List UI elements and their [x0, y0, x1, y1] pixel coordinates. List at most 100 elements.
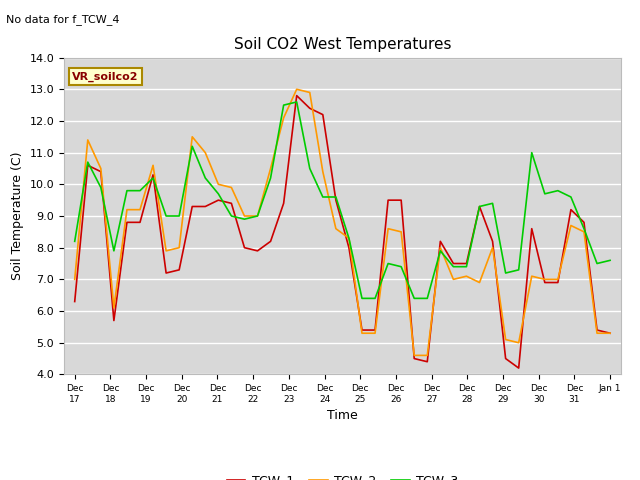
- TCW_1: [280, 201, 287, 206]
- Line: TCW_2: TCW_2: [75, 89, 610, 355]
- TCW_2: [214, 181, 222, 187]
- TCW_1: [463, 261, 470, 266]
- Line: TCW_1: TCW_1: [75, 96, 610, 368]
- TCW_1: [528, 226, 536, 231]
- TCW_3: [567, 194, 575, 200]
- TCW_3: [371, 296, 379, 301]
- TCW_1: [228, 201, 236, 206]
- TCW_2: [528, 273, 536, 279]
- TCW_3: [163, 213, 170, 219]
- TCW_1: [241, 245, 248, 251]
- TCW_1: [253, 248, 261, 254]
- TCW_1: [123, 219, 131, 225]
- TCW_3: [123, 188, 131, 193]
- TCW_3: [528, 150, 536, 156]
- TCW_1: [149, 172, 157, 178]
- TCW_1: [489, 239, 497, 244]
- TCW_3: [202, 175, 209, 181]
- TCW_1: [476, 204, 483, 209]
- X-axis label: Time: Time: [327, 409, 358, 422]
- TCW_2: [241, 213, 248, 219]
- TCW_1: [397, 197, 405, 203]
- TCW_1: [267, 239, 275, 244]
- TCW_1: [580, 219, 588, 225]
- TCW_3: [306, 166, 314, 171]
- TCW_2: [397, 229, 405, 235]
- TCW_1: [202, 204, 209, 209]
- TCW_1: [593, 327, 601, 333]
- TCW_1: [371, 327, 379, 333]
- TCW_3: [71, 239, 79, 244]
- TCW_2: [593, 330, 601, 336]
- TCW_2: [149, 162, 157, 168]
- TCW_2: [541, 276, 548, 282]
- TCW_3: [593, 261, 601, 266]
- TCW_2: [123, 207, 131, 213]
- TCW_3: [188, 144, 196, 149]
- TCW_3: [449, 264, 457, 270]
- TCW_3: [293, 99, 301, 105]
- TCW_3: [136, 188, 144, 193]
- TCW_2: [188, 134, 196, 140]
- TCW_2: [606, 330, 614, 336]
- TCW_3: [410, 296, 418, 301]
- Line: TCW_3: TCW_3: [75, 102, 610, 299]
- TCW_3: [267, 175, 275, 181]
- TCW_2: [202, 150, 209, 156]
- TCW_2: [463, 273, 470, 279]
- TCW_2: [554, 276, 562, 282]
- TCW_2: [410, 352, 418, 358]
- TCW_2: [228, 185, 236, 191]
- TCW_2: [384, 226, 392, 231]
- TCW_1: [136, 219, 144, 225]
- TCW_3: [436, 248, 444, 254]
- TCW_1: [554, 280, 562, 286]
- TCW_1: [84, 162, 92, 168]
- TCW_2: [424, 352, 431, 358]
- TCW_3: [149, 175, 157, 181]
- TCW_3: [280, 102, 287, 108]
- TCW_1: [110, 318, 118, 324]
- TCW_3: [214, 191, 222, 197]
- TCW_1: [541, 280, 548, 286]
- TCW_1: [410, 356, 418, 361]
- TCW_2: [319, 169, 326, 175]
- TCW_2: [163, 248, 170, 254]
- Y-axis label: Soil Temperature (C): Soil Temperature (C): [11, 152, 24, 280]
- TCW_3: [253, 213, 261, 219]
- TCW_1: [175, 267, 183, 273]
- TCW_1: [71, 299, 79, 304]
- Text: No data for f_TCW_4: No data for f_TCW_4: [6, 14, 120, 25]
- TCW_1: [449, 261, 457, 266]
- TCW_1: [345, 245, 353, 251]
- TCW_2: [332, 226, 340, 231]
- TCW_1: [515, 365, 522, 371]
- TCW_2: [489, 245, 497, 251]
- Text: VR_soilco2: VR_soilco2: [72, 72, 139, 82]
- Title: Soil CO2 West Temperatures: Soil CO2 West Temperatures: [234, 37, 451, 52]
- TCW_2: [110, 305, 118, 311]
- TCW_2: [280, 115, 287, 120]
- TCW_2: [345, 235, 353, 241]
- TCW_1: [384, 197, 392, 203]
- TCW_3: [241, 216, 248, 222]
- TCW_2: [371, 330, 379, 336]
- TCW_1: [358, 327, 366, 333]
- TCW_1: [332, 197, 340, 203]
- TCW_3: [515, 267, 522, 273]
- TCW_2: [84, 137, 92, 143]
- TCW_2: [175, 245, 183, 251]
- TCW_3: [502, 270, 509, 276]
- TCW_2: [267, 166, 275, 171]
- TCW_3: [463, 264, 470, 270]
- TCW_1: [436, 239, 444, 244]
- TCW_3: [84, 159, 92, 165]
- TCW_2: [449, 276, 457, 282]
- TCW_3: [606, 257, 614, 263]
- TCW_3: [489, 201, 497, 206]
- TCW_3: [175, 213, 183, 219]
- TCW_3: [541, 191, 548, 197]
- TCW_1: [214, 197, 222, 203]
- TCW_3: [580, 226, 588, 231]
- TCW_1: [306, 106, 314, 111]
